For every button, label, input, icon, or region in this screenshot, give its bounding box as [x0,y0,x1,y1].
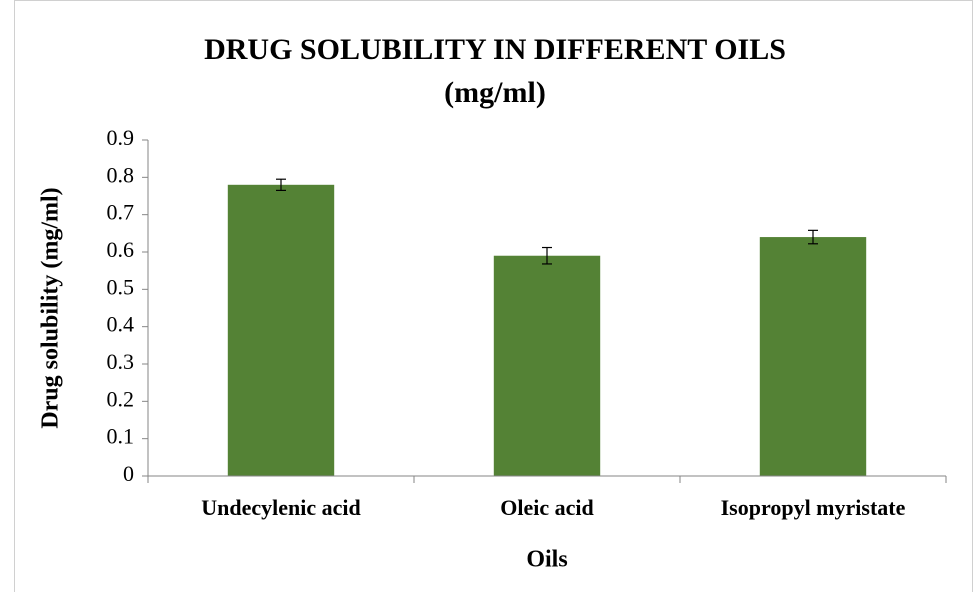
chart-title: (mg/ml) [444,76,546,109]
bar [759,237,867,476]
y-tick-label: 0.6 [107,237,135,262]
y-tick-label: 0.7 [107,200,135,225]
x-tick-label: Oleic acid [500,495,593,520]
error-bar [808,229,818,245]
y-tick-label: 0.3 [107,349,135,374]
x-tick-label: Isopropyl myristate [721,495,906,520]
bar [493,255,601,476]
y-tick-label: 0.9 [107,125,135,150]
y-tick-label: 0.1 [107,424,135,449]
bar [227,184,335,477]
y-tick-label: 0.5 [107,274,135,299]
y-tick-label: 0.2 [107,386,135,411]
error-bar [276,178,286,191]
error-bar [542,246,552,265]
y-tick-label: 0.4 [107,312,135,337]
y-tick-label: 0.8 [107,162,135,187]
x-axis-label: Oils [526,547,567,573]
x-tick-label: Undecylenic acid [201,495,361,520]
y-axis-label: Drug solubility (mg/ml) [38,187,64,428]
y-tick-label: 0 [123,461,134,486]
chart-title: DRUG SOLUBILITY IN DIFFERENT OILS [204,33,786,66]
